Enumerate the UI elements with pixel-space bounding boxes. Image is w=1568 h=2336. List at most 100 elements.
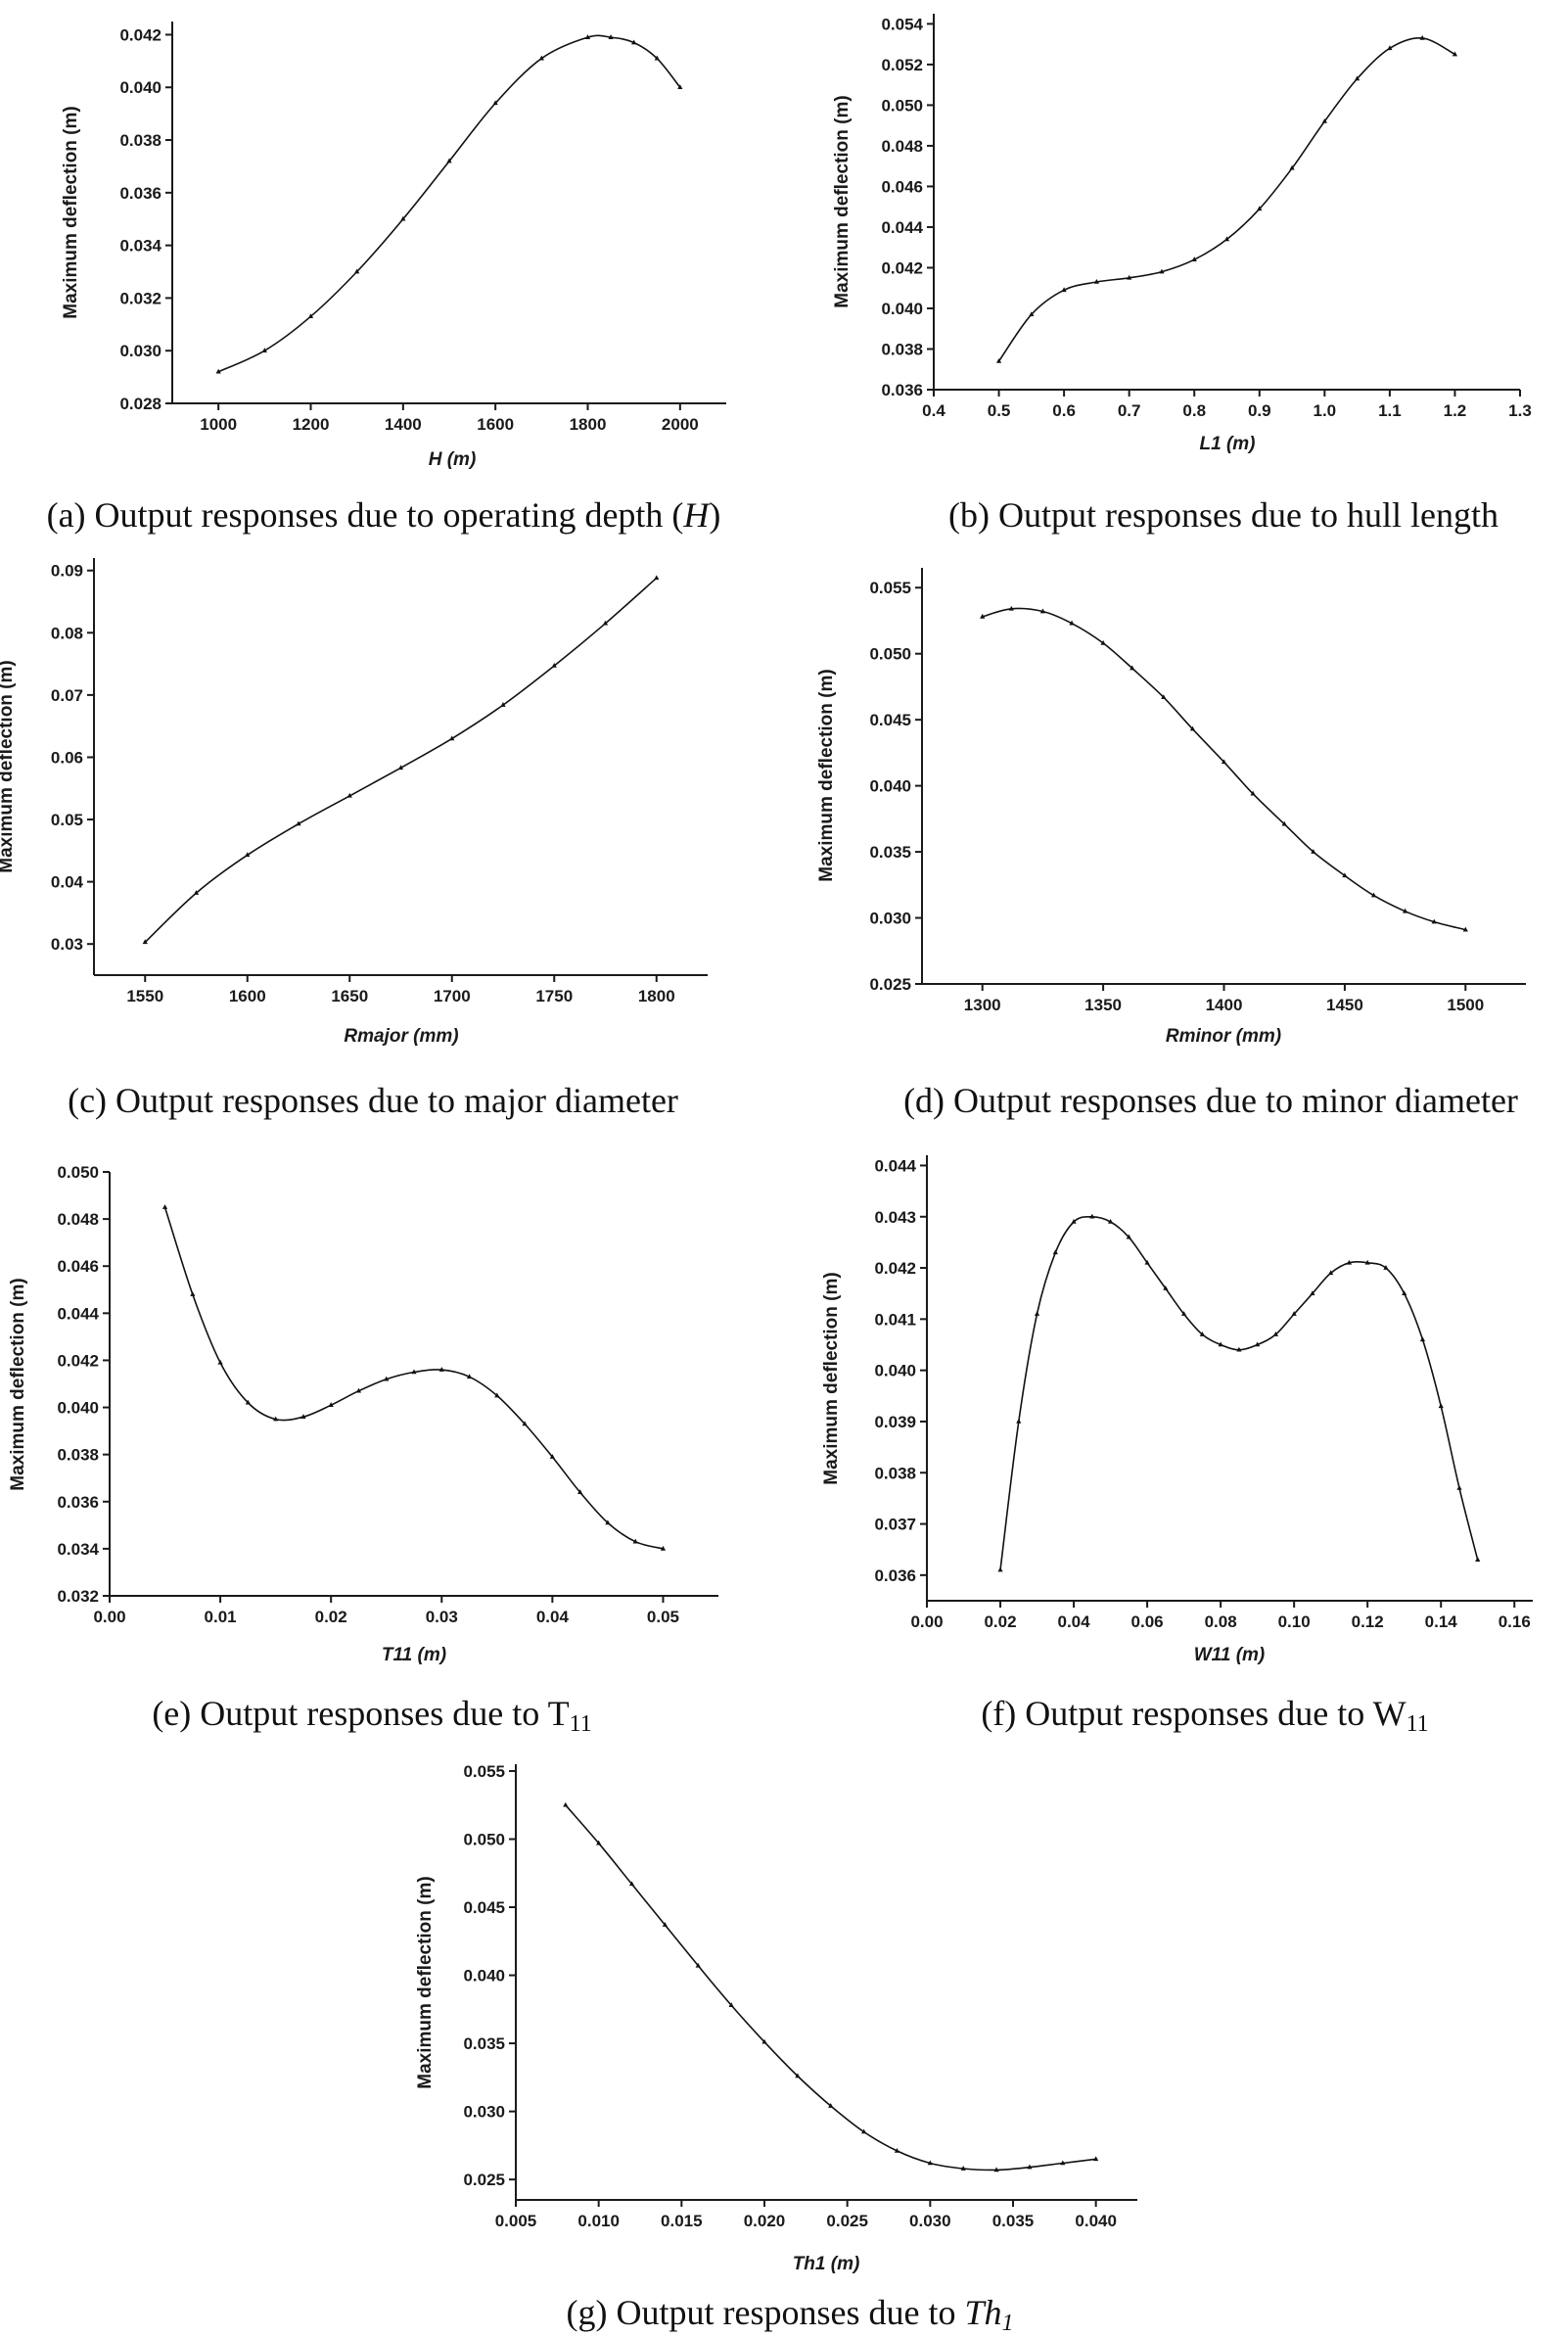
data-point [960,2166,966,2171]
y-tick-label: 0.09 [51,562,83,581]
data-point [1221,759,1227,765]
y-tick-label: 0.032 [119,289,161,307]
x-tick-label: 0.5 [988,401,1011,420]
data-point [1419,34,1425,40]
y-tick-label: 0.034 [57,1540,99,1559]
x-tick-label: 0.04 [536,1608,570,1626]
x-tick-label: 1000 [200,415,237,434]
data-point [584,34,591,39]
data-point [602,620,609,626]
data-point [1218,1341,1223,1347]
data-point [596,1840,602,1845]
y-tick-label: 0.041 [874,1310,916,1329]
data-point [354,268,360,274]
data-point [995,357,1002,363]
y-tick-label: 0.055 [463,1762,505,1781]
data-point [1199,1332,1205,1336]
caption-a: (a) Output responses due to operating de… [47,495,721,535]
data-point [1181,1311,1187,1316]
data-point [1127,274,1132,280]
data-point [563,1801,569,1807]
data-point [190,1291,196,1296]
data-point [1342,872,1348,878]
data-point [1250,790,1256,796]
x-tick-label: 0.02 [315,1608,347,1626]
data-point [1364,1259,1370,1265]
y-tick-label: 0.052 [881,56,923,74]
data-point [1462,926,1468,932]
series-line-f [999,1215,1479,1570]
y-tick-label: 0.038 [57,1446,99,1465]
y-tick-label: 0.025 [463,2171,505,2189]
y-tick-label: 0.050 [881,96,923,115]
data-point [538,55,544,61]
x-tick-label: 0.8 [1182,401,1206,420]
data-point [397,765,404,771]
data-point [654,55,660,61]
y-tick-label: 0.042 [881,258,923,277]
panel-e: 0.00 0.01 0.02 0.03 0.04 0.05 0.032 0.034 0.036 0… [8,1163,718,1665]
x-tick-label: 0.030 [909,2212,951,2230]
data-point [1191,257,1197,261]
data-point [1402,1290,1407,1296]
y-tick-label: 0.038 [881,340,923,358]
y-axis-label-g: Maximum deflection (m) [415,1876,436,2088]
data-point [522,1421,528,1426]
x-tick-label: 0.01 [205,1608,237,1626]
data-point [1272,1332,1278,1336]
x-tick-label: 1600 [229,987,266,1005]
data-point [1289,164,1295,170]
x-tick-label: 1400 [385,415,422,434]
data-point [660,1545,667,1551]
x-tick-label: 1200 [293,415,330,434]
y-tick-label: 0.030 [869,910,911,928]
y-tick-label: 0.06 [51,748,83,767]
y-tick-label: 0.042 [874,1259,916,1278]
data-point [1039,608,1045,614]
data-point [193,890,200,895]
data-point [1093,2156,1099,2162]
y-tick-label: 0.040 [881,300,923,318]
data-point [215,368,221,374]
y-axis-label-e: Maximum deflection (m) [8,1278,28,1490]
y-tick-label: 0.038 [119,131,161,150]
panel-d: 1300 1350 1400 1450 1500 0.025 0.030 0.035 0.040… [816,568,1526,1047]
data-point [1355,75,1360,81]
x-tick-label: 0.020 [744,2212,786,2230]
caption-f: (f) Output responses due to W11 [981,1694,1428,1737]
x-axis-label-a: H (m) [429,449,477,470]
caption-b: (b) Output responses due to hull length [948,495,1499,535]
x-tick-label: 0.6 [1052,401,1076,420]
x-tick-label: 0.7 [1118,401,1141,420]
data-point [355,1387,362,1393]
y-tick-label: 0.048 [881,137,923,156]
data-point [677,84,683,90]
y-tick-label: 0.042 [57,1351,99,1370]
y-tick-label: 0.054 [881,15,923,33]
panel-f: 0.00 0.02 0.04 0.06 0.08 0.10 0.12 0.14 0.16 0.03… [821,1155,1533,1665]
data-point [728,2002,734,2007]
data-point [795,2073,801,2079]
y-tick-label: 0.045 [463,1898,505,1917]
y-tick-label: 0.036 [874,1566,916,1585]
x-tick-label: 0.035 [992,2212,1035,2230]
data-point [1093,278,1099,284]
y-tick-label: 0.035 [869,843,911,862]
x-tick-label: 1.0 [1314,401,1337,420]
data-point [466,1374,473,1379]
x-axis-label-g: Th1 (m) [793,2254,860,2274]
y-tick-label: 0.039 [874,1413,916,1431]
data-point [400,215,406,221]
data-point [1431,918,1437,924]
data-point [307,313,314,319]
y-tick-label: 0.036 [119,184,161,203]
panel-g: 0.005 0.010 0.015 0.020 0.025 0.030 0.035 0.040… [415,1762,1137,2274]
data-point [993,2167,999,2172]
data-point [1310,1290,1315,1296]
y-tick-label: 0.036 [57,1493,99,1512]
y-tick-label: 0.055 [869,579,911,597]
y-tick-label: 0.043 [874,1208,916,1227]
data-point [927,2160,933,2166]
data-point [500,702,506,707]
x-tick-label: 1.2 [1444,401,1467,420]
